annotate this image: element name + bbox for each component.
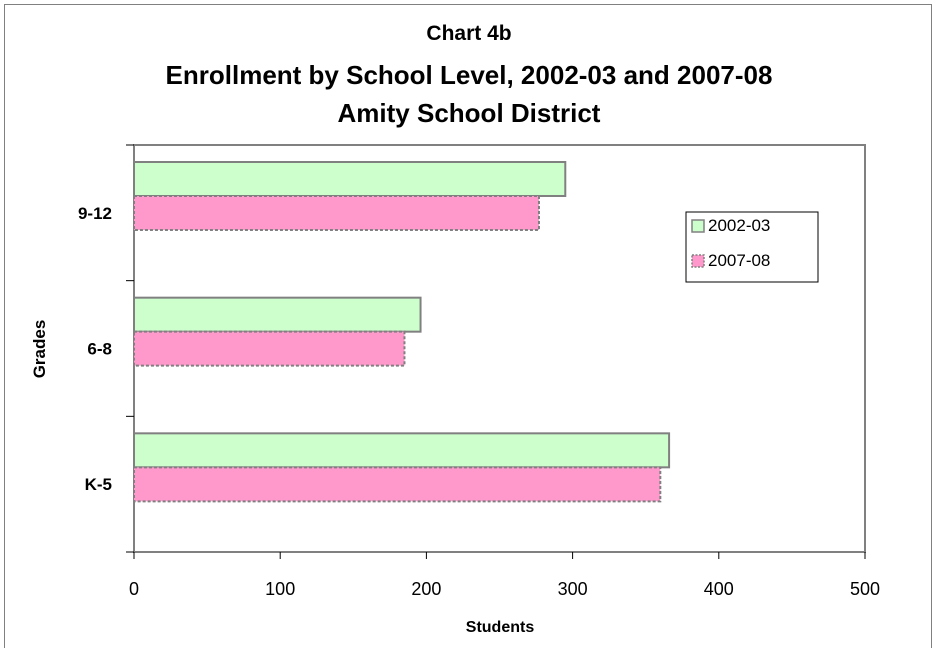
bar-2007-08-9-12	[133, 195, 540, 231]
y-axis-label: Grades	[30, 320, 49, 379]
axes-group: 9-12 6-8 K-5 0 100 200 300 400 500	[78, 144, 880, 599]
x-tick-label: 300	[558, 579, 588, 599]
legend: 2002-03 2007-08	[685, 211, 819, 283]
bar-2002-03-6-8	[133, 296, 422, 333]
chart-title: Chart 4b	[426, 22, 512, 45]
chart-subtitle: Enrollment by School Level, 2002-03 and …	[165, 60, 773, 90]
legend-box	[685, 211, 819, 283]
legend-swatch-2002-03	[691, 219, 705, 233]
legend-label-2007-08: 2007-08	[708, 251, 770, 270]
y-tick-label: K-5	[85, 475, 112, 494]
bar-2002-03-9-12	[133, 161, 567, 197]
legend-label-2002-03: 2002-03	[708, 216, 770, 235]
bar-2002-03-K-5	[133, 432, 671, 469]
x-tick-label: 500	[850, 579, 880, 599]
x-tick-label: 100	[265, 579, 295, 599]
y-tick-label: 6-8	[87, 340, 112, 359]
x-axis-label: Students	[466, 619, 535, 636]
x-tick-label: 200	[411, 579, 441, 599]
legend-swatch-2007-08	[691, 254, 705, 268]
bar-2007-08-6-8	[133, 330, 406, 367]
bar-2007-08-K-5	[133, 466, 662, 503]
chart-subtitle-district: Amity School District	[337, 98, 601, 128]
y-tick-label: 9-12	[78, 204, 112, 223]
x-tick-label: 400	[704, 579, 734, 599]
bars-group	[133, 161, 671, 503]
x-tick-label: 0	[129, 579, 139, 599]
